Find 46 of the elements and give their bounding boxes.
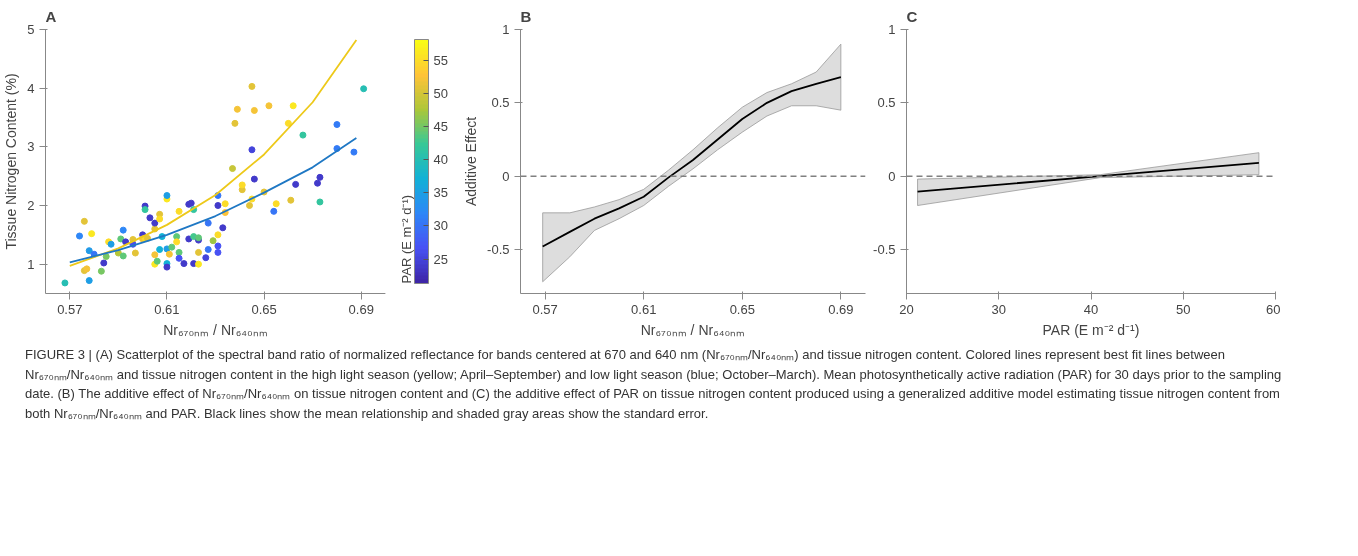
y-tick-label: 1	[502, 22, 510, 37]
chart-title: B	[520, 7, 532, 25]
x-tick-label: 20	[899, 301, 914, 317]
x-tick-label: 60	[1266, 301, 1281, 317]
color-bar-label: 30	[433, 218, 448, 234]
x-axis-title: PAR (E m⁻² d⁻¹)	[1042, 321, 1140, 338]
x-tick-label: 0.61	[631, 301, 657, 317]
x-tick-label: 0.65	[251, 301, 277, 317]
line-series	[68, 39, 358, 267]
x-tick-label: 0.61	[154, 301, 180, 317]
color-bar-label: 50	[433, 86, 448, 102]
x-tick-label: 0.57	[532, 301, 558, 317]
line-series	[541, 76, 842, 248]
y-tick-label: 0	[888, 168, 896, 184]
y-tick-label: 0.5	[491, 95, 510, 111]
color-bar-label: 35	[433, 185, 448, 201]
x-tick-label: 50	[1176, 301, 1191, 317]
color-bar-label: 55	[433, 53, 448, 69]
x-tick-label: 0.69	[828, 301, 854, 317]
color-bar-label: 40	[433, 152, 448, 168]
x-axis-title: Nr₆₇₀ₙₘ / Nr₆₄₀ₙₘ	[163, 321, 268, 338]
y-tick-label: 2	[27, 198, 35, 213]
y-tick-label: 1	[27, 256, 35, 272]
chart-title: C	[906, 7, 918, 25]
x-tick-label: 40	[1083, 301, 1099, 317]
color-bar-label: 45	[433, 119, 448, 135]
y-axis-title: Additive Effect	[463, 116, 480, 207]
y-tick-label: 5	[27, 22, 35, 37]
y-tick-label: -0.5	[487, 242, 510, 257]
y-tick-label: 1	[888, 22, 896, 37]
x-axis-title: Nr₆₇₀ₙₘ / Nr₆₄₀ₙₘ	[640, 321, 746, 338]
color-bar-label: 25	[433, 251, 448, 267]
chart-title: A	[45, 7, 57, 25]
y-tick-label: -0.5	[873, 242, 896, 257]
y-tick-label: 3	[27, 139, 35, 155]
x-tick-label: 30	[991, 301, 1006, 317]
y-axis-title: Tissue Nitrogen Content (%)	[3, 73, 20, 250]
y-tick-label: 0	[502, 168, 510, 184]
x-tick-label: 0.69	[348, 301, 374, 317]
line-series	[68, 137, 358, 264]
x-tick-label: 0.65	[729, 301, 755, 317]
y-tick-label: 4	[27, 80, 35, 96]
color-bar-title: PAR (E m⁻² d⁻¹)	[398, 194, 414, 284]
y-tick-label: 0.5	[877, 95, 896, 111]
x-tick-label: 0.57	[57, 301, 83, 317]
caption: FIGURE 3 | (A) Scatterplot of the spectral band ratio of normalized reflectance for bands centered at 670 and 640 nm (Nr₆₇₀ₙₘ/Nr₆₄₀ₙₘ) and tissue nitrogen content. Colored lines represent best fit lines between Nr₆₇₀ₙₘ/Nr₆₄₀ₙₘ and tissue nitrogen content in the high light season (yellow; April–September) and low light season (blue; October–March). Mean photosynthetically active radiation (PAR) for 30 days prior to the sampling date. (B) The additive effect of Nr₆₇₀ₙₘ/Nr₆₄₀ₙₘ on tissue nitrogen content and (C) the additive effect of PAR on tissue nitrogen content produced using a generalized additive model estimating tissue nitrogen content from both Nr₆₇₀ₙₘ/Nr₆₄₀ₙₘ and PAR. Black lines show the mean relationship and shaded gray areas show the standard error.	[25, 346, 1283, 423]
